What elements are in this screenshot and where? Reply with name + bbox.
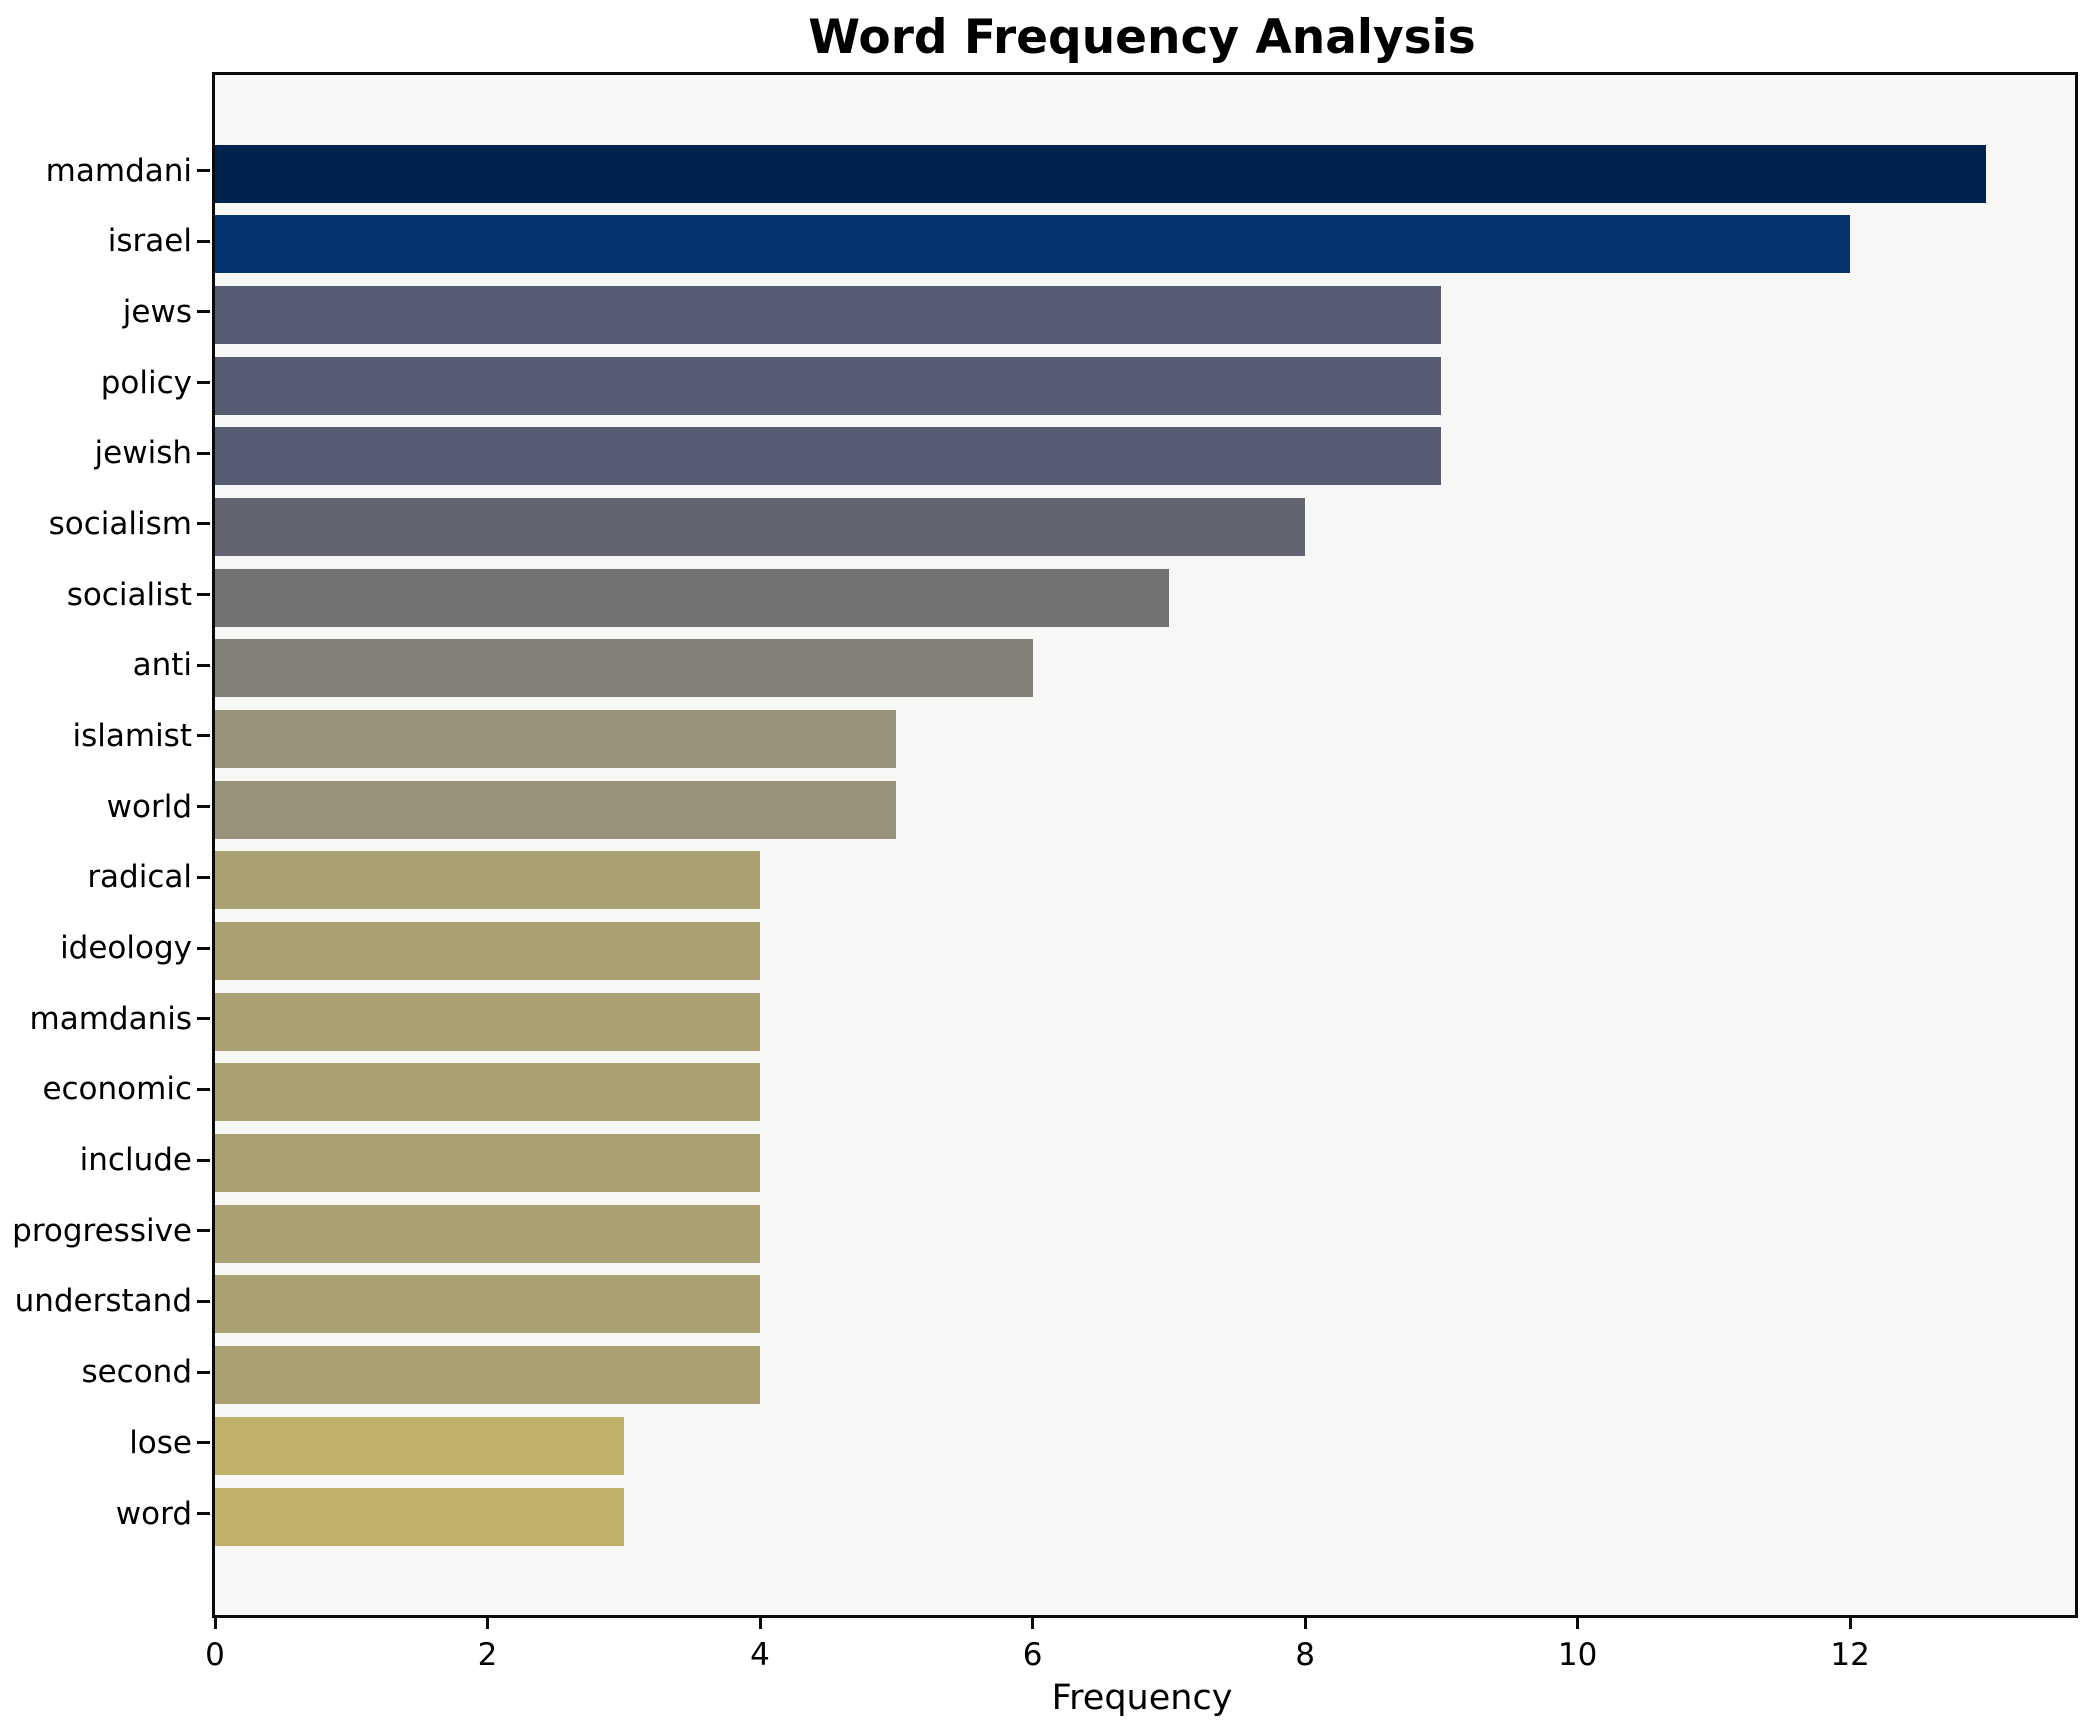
bar-radical [215, 851, 761, 910]
y-tick-label: israel [107, 223, 192, 260]
y-tick-mark [197, 805, 210, 809]
y-tick-label: include [79, 1142, 192, 1179]
x-tick-mark [1303, 1615, 1307, 1629]
y-tick-mark [197, 946, 210, 950]
y-tick-mark [197, 663, 210, 667]
bar-second [215, 1346, 761, 1405]
y-tick-mark [197, 169, 210, 172]
y-tick-label: socialism [48, 505, 192, 542]
y-tick-label: lose [129, 1424, 192, 1461]
x-axis-label: Frequency [1051, 1678, 1233, 1718]
bar-jewish [215, 427, 1442, 486]
y-tick-mark [197, 522, 210, 526]
x-tick-label: 10 [1557, 1637, 1598, 1673]
y-tick-mark [197, 1441, 210, 1445]
x-tick-mark [486, 1615, 490, 1629]
y-tick-label: second [81, 1354, 192, 1391]
y-tick-mark [197, 875, 210, 879]
y-tick-mark [197, 310, 210, 314]
y-tick-label: socialist [66, 576, 192, 613]
y-tick-label: radical [87, 859, 192, 896]
bar-word [215, 1487, 624, 1546]
bar-include [215, 1134, 761, 1193]
bar-socialist [215, 568, 1169, 627]
y-tick-label: understand [14, 1283, 192, 1320]
x-tick-mark [758, 1615, 762, 1629]
bar-mamdanis [215, 992, 761, 1051]
y-tick-mark [197, 1017, 210, 1021]
x-tick-label: 4 [750, 1637, 770, 1673]
bar-islamist [215, 709, 897, 768]
x-tick-label: 6 [1022, 1637, 1043, 1673]
y-tick-mark [197, 734, 210, 738]
y-tick-label: ideology [60, 930, 192, 967]
y-tick-label: jews [122, 293, 192, 330]
bar-understand [215, 1275, 761, 1334]
bar-mamdani [215, 144, 1987, 203]
y-tick-mark [197, 1299, 210, 1303]
y-tick-label: progressive [12, 1212, 192, 1249]
plot-area [212, 72, 2078, 1618]
bar-israel [215, 215, 1851, 274]
x-tick-mark [1576, 1615, 1580, 1629]
y-tick-label: islamist [72, 717, 193, 754]
x-tick-mark [213, 1615, 217, 1629]
y-tick-label: mamdani [45, 152, 192, 189]
y-tick-mark [197, 593, 210, 597]
x-tick-mark [1848, 1615, 1852, 1629]
bar-economic [215, 1063, 761, 1122]
y-tick-mark [197, 239, 210, 243]
y-tick-mark [197, 1229, 210, 1233]
bar-progressive [215, 1204, 761, 1263]
bar-ideology [215, 922, 761, 981]
bar-lose [215, 1416, 624, 1475]
y-tick-mark [197, 451, 210, 455]
x-tick-label: 2 [477, 1637, 498, 1673]
y-tick-mark [197, 1370, 210, 1374]
y-tick-label: policy [100, 364, 192, 401]
y-tick-mark [197, 381, 210, 385]
bar-jews [215, 285, 1442, 344]
bar-anti [215, 639, 1033, 698]
y-tick-label: word [115, 1495, 192, 1532]
bar-world [215, 780, 897, 839]
bar-policy [215, 356, 1442, 415]
bar-socialism [215, 497, 1306, 556]
y-tick-mark [197, 1158, 210, 1162]
x-tick-label: 8 [1295, 1637, 1315, 1673]
y-tick-label: world [106, 788, 192, 825]
y-tick-mark [197, 1512, 210, 1515]
y-tick-mark [197, 1087, 210, 1091]
y-tick-label: economic [42, 1071, 192, 1108]
x-tick-label: 12 [1830, 1637, 1870, 1673]
y-tick-label: mamdanis [29, 1000, 192, 1037]
x-tick-mark [1031, 1615, 1035, 1629]
y-tick-label: jewish [94, 435, 192, 472]
x-tick-label: 0 [205, 1637, 225, 1673]
y-tick-label: anti [132, 647, 192, 684]
chart-title: Word Frequency Analysis [808, 10, 1476, 65]
